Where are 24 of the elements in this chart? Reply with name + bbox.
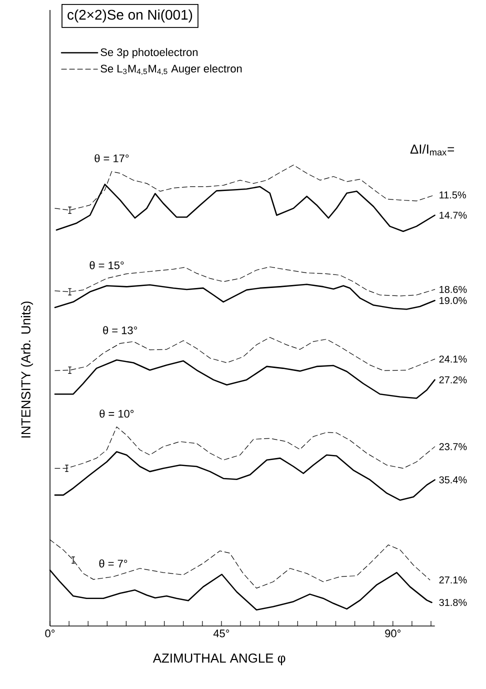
- annotation: 24.1%: [439, 356, 467, 363]
- annotation: θ = 13°: [103, 326, 138, 334]
- y-axis-title: INTENSITY (Arb. Units): [20, 302, 34, 438]
- legend-label: Se 3p photoelectron: [100, 48, 198, 58]
- text: ΔI/I$_{max}$=: [410, 144, 454, 156]
- legend-label: Se L$_{3}$M$_{4,5}$M$_{4,5}$ Auger electron: [100, 64, 242, 76]
- annotation: 27.2%: [439, 376, 467, 384]
- annotation: 18.6%: [440, 286, 467, 293]
- annotation: 31.8%: [439, 598, 467, 606]
- chart-title: c(2×2)Se on Ni(001): [68, 9, 192, 22]
- annotation: θ = 10°: [100, 410, 134, 418]
- annotation: 14.7%: [440, 212, 467, 219]
- annotation: θ = 17°: [94, 154, 129, 162]
- annotation: 19.0%: [440, 297, 467, 304]
- annotation: 23.7%: [439, 443, 467, 450]
- annotation: 35.4%: [439, 476, 467, 484]
- x-tick-label: 45°: [213, 630, 230, 638]
- annotation: 27.1%: [439, 576, 467, 584]
- x-tick-label: 90°: [385, 630, 401, 638]
- x-tick-label: 0°: [45, 630, 55, 638]
- x-axis-title: AZIMUTHAL ANGLE φ: [152, 654, 286, 666]
- annotation: 11.5%: [440, 191, 466, 198]
- annotation: θ = 7°: [99, 559, 128, 568]
- annotation: θ = 15°: [90, 261, 124, 270]
